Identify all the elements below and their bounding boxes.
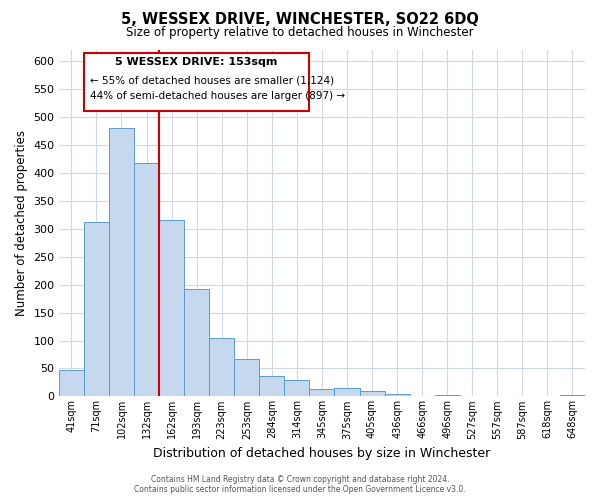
- Text: Contains HM Land Registry data © Crown copyright and database right 2024.: Contains HM Land Registry data © Crown c…: [151, 475, 449, 484]
- Bar: [134, 164, 159, 396]
- Bar: [284, 380, 310, 396]
- Bar: [84, 222, 109, 396]
- Text: ← 55% of detached houses are smaller (1,124): ← 55% of detached houses are smaller (1,…: [90, 76, 334, 86]
- Bar: [59, 370, 84, 396]
- Bar: [334, 388, 359, 396]
- Bar: [259, 376, 284, 396]
- Bar: [385, 394, 410, 396]
- Y-axis label: Number of detached properties: Number of detached properties: [15, 130, 28, 316]
- Text: 5, WESSEX DRIVE, WINCHESTER, SO22 6DQ: 5, WESSEX DRIVE, WINCHESTER, SO22 6DQ: [121, 12, 479, 28]
- Text: 5 WESSEX DRIVE: 153sqm: 5 WESSEX DRIVE: 153sqm: [115, 57, 278, 67]
- Text: Contains public sector information licensed under the Open Government Licence v3: Contains public sector information licen…: [134, 485, 466, 494]
- Bar: [159, 220, 184, 396]
- Text: Size of property relative to detached houses in Winchester: Size of property relative to detached ho…: [126, 26, 474, 39]
- Text: 44% of semi-detached houses are larger (897) →: 44% of semi-detached houses are larger (…: [90, 91, 345, 101]
- X-axis label: Distribution of detached houses by size in Winchester: Distribution of detached houses by size …: [153, 447, 491, 460]
- Bar: [234, 359, 259, 397]
- Bar: [109, 128, 134, 396]
- Bar: [310, 388, 334, 396]
- Bar: [359, 392, 385, 396]
- Bar: [209, 338, 234, 396]
- Bar: [184, 289, 209, 397]
